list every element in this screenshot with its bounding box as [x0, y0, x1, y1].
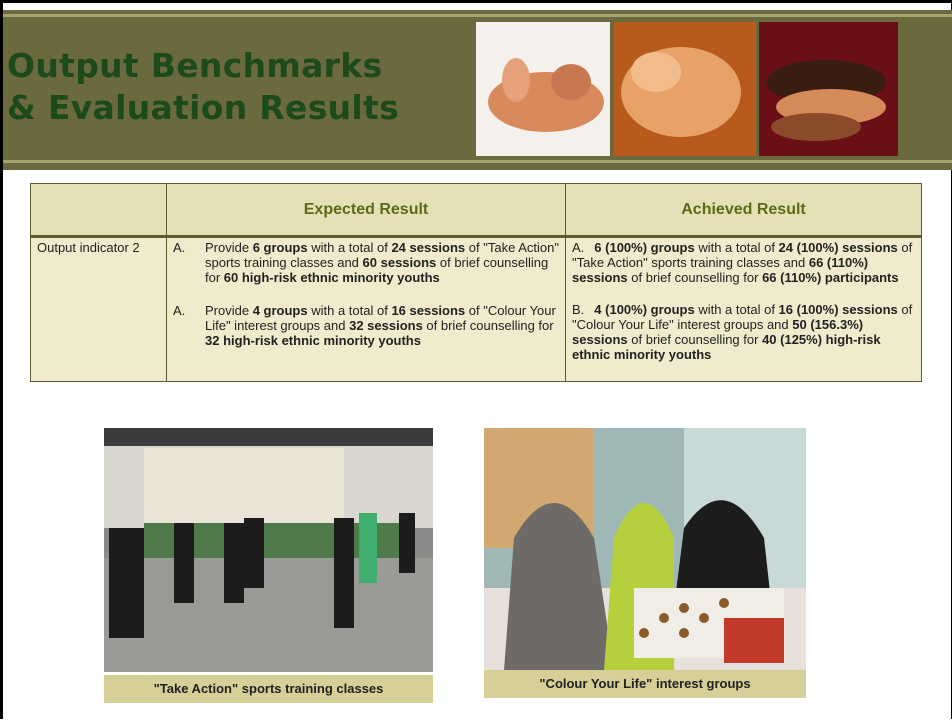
list-item: A.6 (100%) groups with a total of 24 (10…	[572, 240, 915, 285]
list-item: B.4 (100%) groups with a total of 16 (10…	[572, 302, 915, 362]
item-text: 4 (100%) groups with a total of 16 (100%…	[572, 302, 912, 362]
text-run: with a total of	[308, 303, 392, 318]
text-run: with a total of	[695, 240, 779, 255]
list-marker: A.	[173, 240, 205, 285]
expected-cell: A.Provide 6 groups with a total of 24 se…	[167, 237, 566, 382]
bold-text: 4 groups	[253, 303, 308, 318]
results-table: Expected Result Achieved Result Output i…	[30, 183, 922, 382]
achieved-cell: A.6 (100%) groups with a total of 24 (10…	[566, 237, 922, 382]
photo-sports	[104, 428, 433, 672]
row-label: Output indicator 2	[31, 237, 167, 382]
bold-text: 66 (110%) participants	[762, 270, 899, 285]
item-text: 6 (100%) groups with a total of 24 (100%…	[572, 240, 912, 285]
title-line: & Evaluation Results	[7, 88, 399, 127]
list-item: A.Provide 6 groups with a total of 24 se…	[173, 240, 559, 285]
bold-text: 60 high-risk ethnic minority youths	[224, 270, 440, 285]
photo-caption: "Take Action" sports training classes	[104, 675, 433, 703]
item-text: Provide 6 groups with a total of 24 sess…	[205, 240, 559, 285]
bold-text: 60 sessions	[363, 255, 437, 270]
bold-text: 16 sessions	[391, 303, 465, 318]
text-run: Provide	[205, 240, 253, 255]
bold-text: 16 (100%) sessions	[779, 302, 898, 317]
bold-text: 24 sessions	[391, 240, 465, 255]
photo-caption: "Colour Your Life" interest groups	[484, 670, 806, 698]
bold-text: 4 (100%) groups	[594, 302, 694, 317]
title-line: Output Benchmarks	[7, 46, 382, 85]
bold-text: 24 (100%) sessions	[779, 240, 898, 255]
text-run: with a total of	[308, 240, 392, 255]
bold-text: 6 (100%) groups	[594, 240, 694, 255]
column-header: Expected Result	[167, 184, 566, 237]
bold-text: 32 sessions	[349, 318, 423, 333]
text-run: of brief counselling for	[628, 270, 762, 285]
photo-interest-group	[484, 428, 806, 670]
text-run: of brief counselling for	[628, 332, 762, 347]
item-text: Provide 4 groups with a total of 16 sess…	[205, 303, 559, 348]
empty-header	[31, 184, 167, 237]
text-run: with a total of	[695, 302, 779, 317]
column-header: Achieved Result	[566, 184, 922, 237]
bold-text: 6 groups	[253, 240, 308, 255]
list-item: A.Provide 4 groups with a total of 16 se…	[173, 303, 559, 348]
list-marker: A.	[173, 303, 205, 348]
list-marker: B.	[572, 302, 584, 317]
list-marker: A.	[572, 240, 584, 255]
slide: Output Benchmarks & Evaluation Results E…	[0, 0, 952, 720]
text-run: of brief counselling for	[423, 318, 554, 333]
bold-text: 32 high-risk ethnic minority youths	[205, 333, 421, 348]
hands-images	[476, 22, 898, 156]
text-run: Provide	[205, 303, 253, 318]
